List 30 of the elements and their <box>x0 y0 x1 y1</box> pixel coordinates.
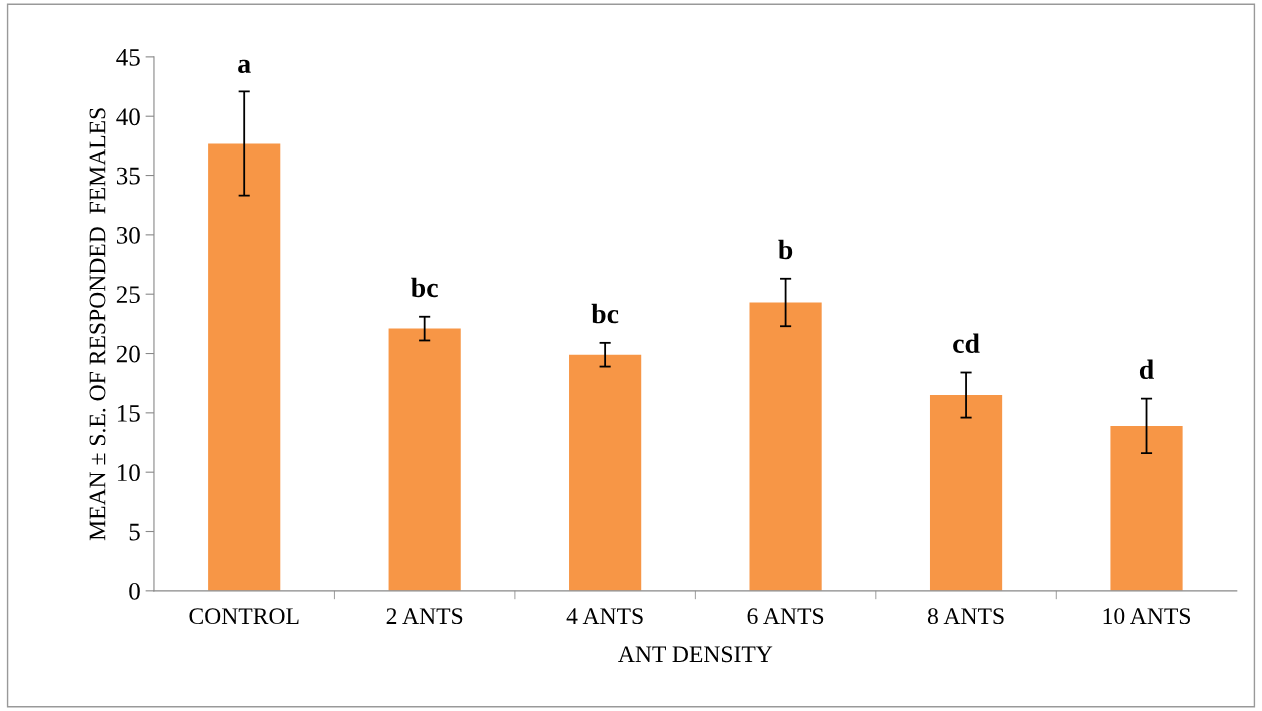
bar <box>569 354 642 591</box>
annotation: cd <box>953 333 980 353</box>
y-tick-label: 35 <box>116 167 140 185</box>
y-tick-label: 20 <box>116 345 140 363</box>
annotation: bc <box>411 277 438 298</box>
y-tick-label: 5 <box>129 523 140 541</box>
y-tick-label: 0 <box>129 582 140 600</box>
bar <box>388 328 461 591</box>
annotation: bc <box>591 303 619 324</box>
annotation: b <box>778 239 793 260</box>
annotation: a <box>238 59 251 73</box>
x-tick-label: CONTROL <box>189 608 299 625</box>
bar <box>749 302 822 591</box>
bar <box>208 143 281 591</box>
x-tick-label: 4 ANTS <box>566 608 643 625</box>
x-tick-label: 10 ANTS <box>1103 608 1190 625</box>
y-tick-label: 25 <box>116 286 140 304</box>
y-tick-label: 45 <box>116 49 140 66</box>
bar <box>1110 425 1183 591</box>
x-tick-label: 2 ANTS <box>386 608 463 625</box>
annotation: d <box>1139 359 1154 380</box>
bar <box>929 395 1003 591</box>
x-tick-label: 6 ANTS <box>747 608 824 625</box>
y-tick-label: 30 <box>116 226 140 244</box>
x-tick-label: 8 ANTS <box>927 608 1004 625</box>
y-axis-title: MEAN ± S.E. OF RESPONDED FEMALES <box>89 108 106 541</box>
y-tick-label: 10 <box>117 464 140 482</box>
y-tick-label: 40 <box>116 108 140 126</box>
y-tick-label: 15 <box>117 405 140 422</box>
x-axis-title: ANT DENSITY <box>618 646 773 663</box>
